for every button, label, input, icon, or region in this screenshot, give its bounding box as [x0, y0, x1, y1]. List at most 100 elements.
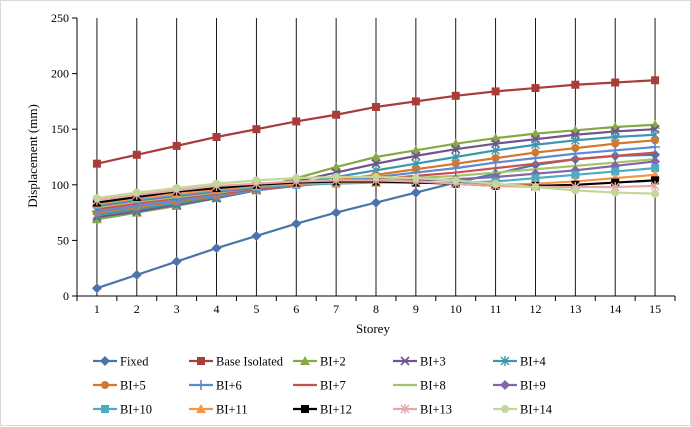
data-point — [650, 156, 661, 167]
data-point — [531, 84, 540, 93]
legend-item: Base Isolated — [189, 355, 284, 369]
legend-marker — [500, 380, 510, 390]
x-tick-label: 5 — [253, 302, 259, 316]
data-point — [411, 174, 420, 183]
legend-label: Fixed — [120, 355, 149, 369]
x-tick-label: 3 — [174, 302, 180, 316]
x-tick-label: 11 — [490, 302, 502, 316]
x-tick-label: 7 — [333, 302, 339, 316]
x-tick-label: 4 — [214, 302, 220, 316]
data-point — [651, 164, 660, 173]
x-tick-label: 2 — [134, 302, 140, 316]
data-point — [252, 125, 261, 134]
data-point — [611, 188, 620, 197]
legend-marker — [300, 356, 310, 365]
data-point — [331, 162, 342, 172]
data-point — [132, 150, 141, 159]
data-point — [571, 144, 580, 153]
x-tick-label: 10 — [450, 302, 462, 316]
data-point — [531, 148, 540, 157]
data-point — [411, 151, 421, 161]
y-tick-label: 50 — [57, 233, 69, 247]
data-point — [571, 186, 580, 195]
x-tick-label: 9 — [413, 302, 419, 316]
legend-item: BI+9 — [493, 379, 546, 393]
data-point — [530, 159, 541, 170]
legend-marker — [100, 356, 110, 366]
data-point — [491, 179, 500, 188]
legend-marker — [197, 357, 205, 365]
data-point — [410, 145, 421, 155]
data-point — [410, 187, 421, 198]
data-point — [132, 188, 141, 197]
data-point — [530, 128, 541, 138]
data-point — [92, 194, 101, 203]
x-axis-title: Storey — [356, 321, 390, 336]
legend: Fixed Base Isolated BI+2 BI+3 BI+4 BI+5 BI+6 BI… — [93, 355, 553, 417]
data-point — [451, 176, 460, 185]
data-point — [451, 144, 461, 154]
data-point — [491, 139, 501, 149]
x-tick-label: 8 — [373, 302, 379, 316]
data-point — [172, 184, 181, 193]
data-point — [611, 167, 620, 176]
data-point — [212, 132, 221, 141]
x-tick-label: 6 — [293, 302, 299, 316]
legend-item: BI+3 — [393, 355, 446, 369]
data-point — [570, 135, 580, 146]
data-point — [251, 230, 262, 241]
data-point — [611, 139, 620, 148]
data-point — [171, 256, 182, 267]
x-tick-label: 13 — [569, 302, 581, 316]
data-point — [651, 136, 660, 145]
data-point — [332, 110, 341, 119]
legend-marker — [400, 404, 410, 414]
data-point — [611, 78, 620, 87]
series-bi-14 — [92, 173, 660, 203]
data-point — [490, 157, 501, 168]
data-point — [371, 197, 381, 208]
x-tick-label: 14 — [609, 302, 621, 316]
y-tick-label: 150 — [51, 122, 69, 136]
legend-marker — [400, 356, 410, 366]
data-point — [531, 183, 540, 192]
legend-item: BI+6 — [189, 379, 242, 393]
legend-label: BI+10 — [120, 403, 152, 417]
data-point — [332, 173, 341, 182]
data-point — [610, 145, 621, 156]
legend-item: BI+11 — [189, 403, 248, 417]
legend-label: BI+8 — [420, 379, 446, 393]
data-point — [372, 102, 380, 111]
series-group — [91, 76, 661, 294]
data-point — [212, 179, 221, 188]
legend-label: BI+13 — [420, 403, 452, 417]
legend-label: BI+7 — [320, 379, 346, 393]
y-tick-label: 250 — [51, 11, 69, 25]
legend-marker — [301, 405, 309, 413]
legend-label: BI+12 — [320, 403, 352, 417]
legend-label: BI+11 — [216, 403, 248, 417]
data-point — [530, 153, 541, 164]
data-point — [411, 97, 420, 106]
legend-label: Base Isolated — [216, 355, 284, 369]
legend-marker — [196, 404, 206, 413]
legend-item: Fixed — [93, 355, 149, 369]
series-base-isolated — [92, 76, 660, 168]
legend-marker — [101, 381, 109, 389]
data-point — [650, 180, 660, 191]
data-point — [570, 148, 581, 159]
legend-label: BI+6 — [216, 379, 242, 393]
data-point — [252, 176, 261, 185]
legend-item: BI+2 — [293, 355, 346, 369]
y-tick-label: 200 — [51, 67, 69, 81]
legend-marker — [101, 405, 109, 413]
data-point — [651, 76, 660, 85]
legend-marker — [501, 405, 509, 413]
x-tick-label: 12 — [529, 302, 541, 316]
data-point — [292, 174, 301, 183]
data-point — [450, 138, 461, 148]
data-point — [91, 283, 102, 294]
data-point — [530, 139, 540, 150]
data-point — [291, 218, 302, 229]
